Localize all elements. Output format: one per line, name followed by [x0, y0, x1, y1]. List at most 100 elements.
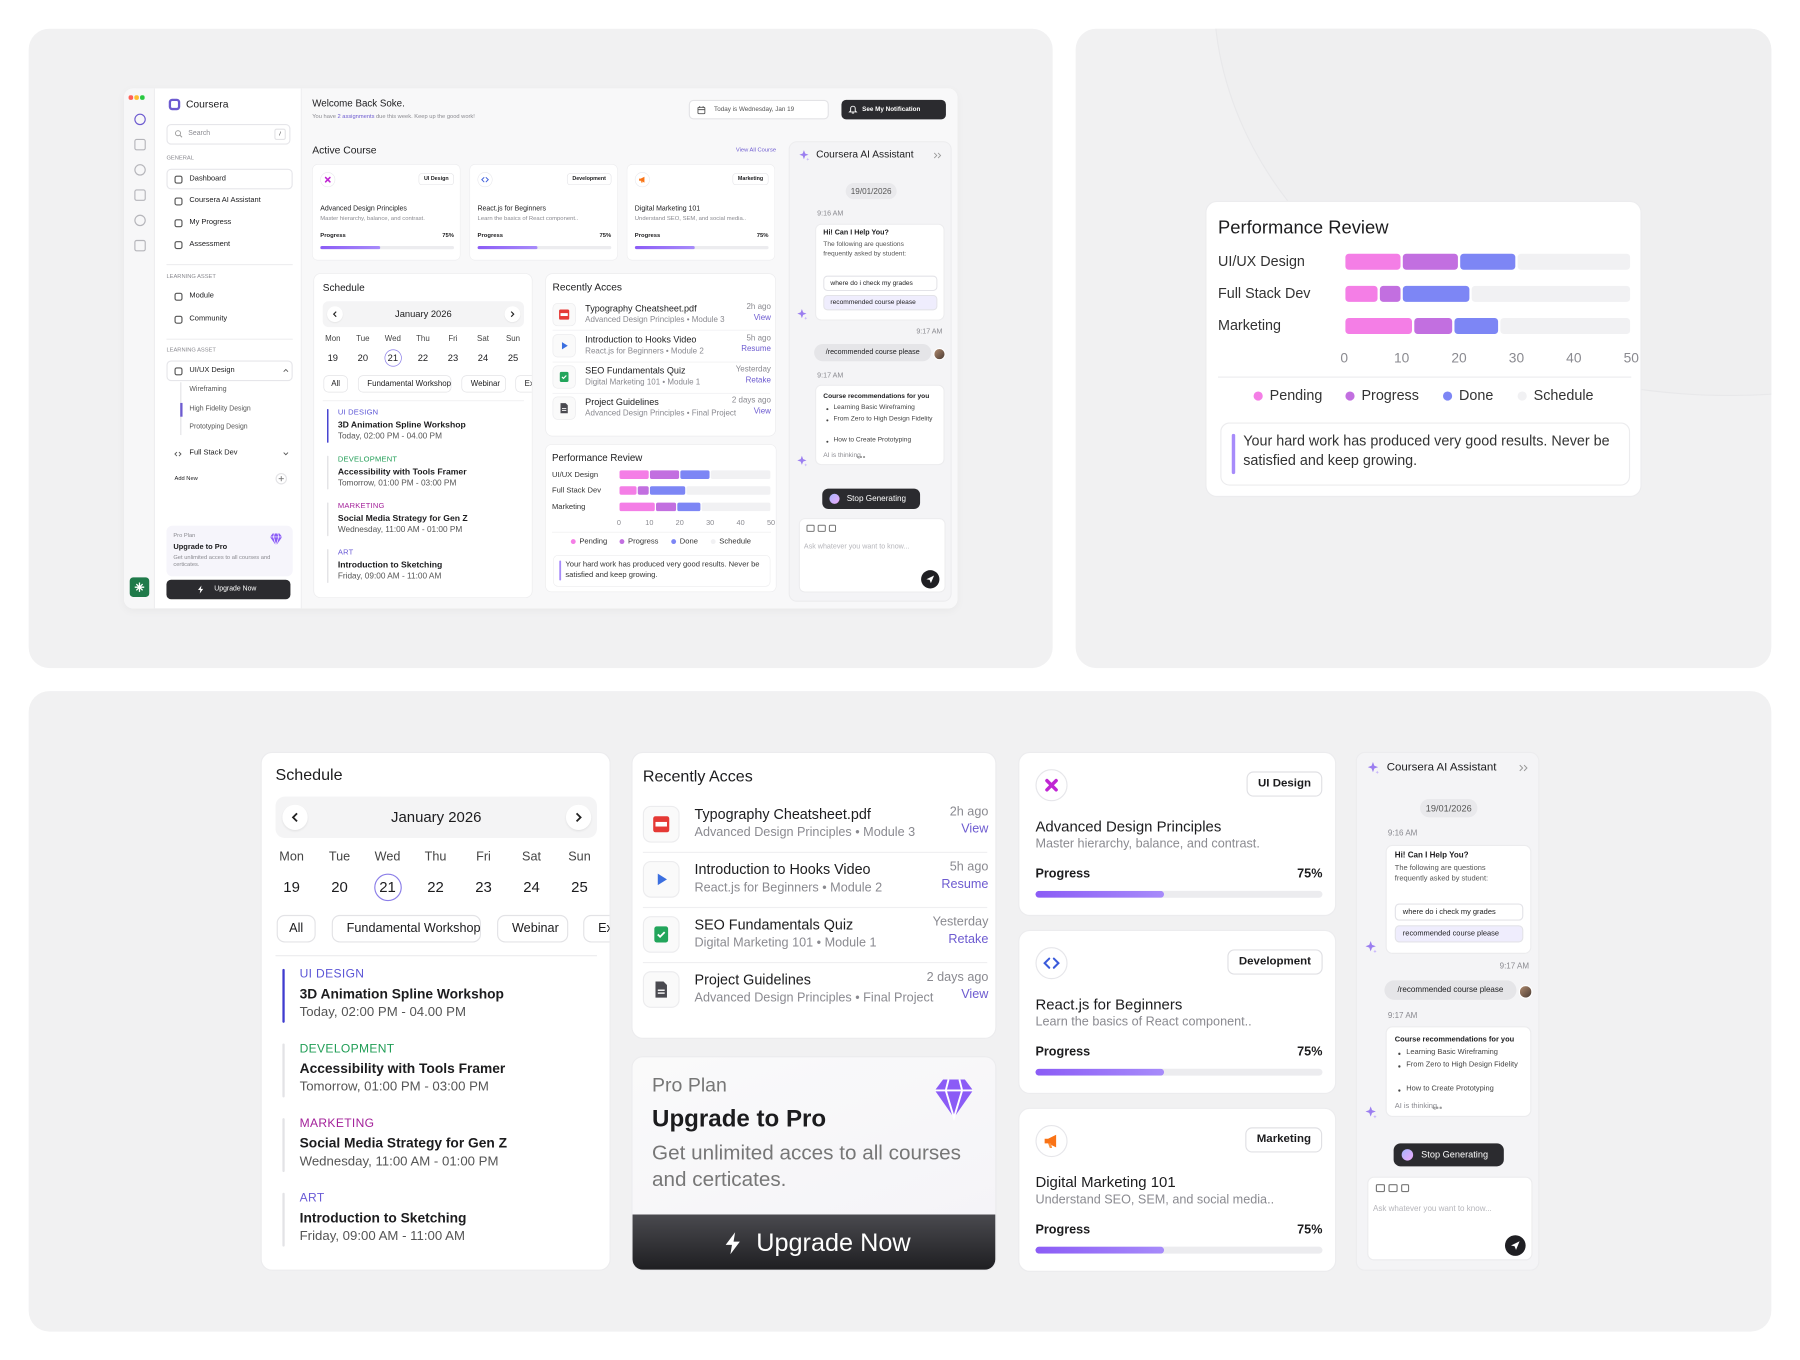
- icon-part: [655, 821, 667, 827]
- item-time: 5h ago: [949, 860, 989, 875]
- item-action[interactable]: View: [961, 822, 989, 837]
- x-tick-label: 10: [1393, 349, 1410, 366]
- event-line: [282, 1192, 285, 1247]
- day[interactable]: 19: [327, 352, 338, 364]
- next-month[interactable]: [504, 306, 521, 323]
- day[interactable]: 21: [379, 878, 396, 896]
- item-subtitle: Advanced Design Principles • Module 3: [585, 315, 725, 325]
- item-action[interactable]: View: [753, 313, 771, 322]
- nav-item[interactable]: My Progress: [189, 218, 232, 227]
- course-title: React.js for Beginners: [1035, 995, 1183, 1013]
- filter-chip[interactable]: Exa: [515, 375, 532, 393]
- rail-icon[interactable]: [134, 189, 146, 201]
- item-action[interactable]: Resume: [741, 344, 771, 354]
- event-category: UI DESIGN: [299, 967, 365, 982]
- stop-button[interactable]: Stop Generating: [822, 488, 921, 509]
- day[interactable]: 21: [387, 352, 399, 364]
- course-glyph: [1045, 778, 1058, 792]
- icon-part: [1044, 1134, 1057, 1148]
- stop-label: Stop Generating: [846, 493, 907, 504]
- view-all[interactable]: View All Course: [735, 146, 777, 154]
- rail-icon[interactable]: [134, 164, 146, 176]
- bullet: [1398, 1088, 1401, 1092]
- bar-segment: [1471, 285, 1631, 302]
- day[interactable]: 20: [331, 878, 348, 896]
- filter-chip[interactable]: Webinar: [497, 914, 569, 943]
- progress-fill: [320, 245, 381, 250]
- prev-month[interactable]: [282, 804, 308, 830]
- upgrade-button[interactable]: Upgrade Now: [166, 579, 291, 600]
- weekday: Tue: [328, 849, 351, 864]
- item-action[interactable]: View: [753, 407, 771, 416]
- next-month[interactable]: [565, 804, 592, 830]
- nav-item[interactable]: Full Stack Dev: [189, 448, 238, 458]
- spark-icon: [1365, 1106, 1377, 1119]
- today: Today is Wednesday, Jan 19: [714, 106, 795, 114]
- nav-item[interactable]: Module: [189, 291, 214, 300]
- upgrade-button[interactable]: Upgrade Now: [632, 1214, 996, 1270]
- item-action[interactable]: Retake: [948, 932, 989, 947]
- nav-item[interactable]: Dashboard: [189, 174, 226, 183]
- stop-button[interactable]: Stop Generating: [1393, 1143, 1504, 1167]
- notification-button[interactable]: See My Notification: [841, 99, 946, 120]
- item-action[interactable]: View: [961, 987, 989, 1002]
- filter-chip[interactable]: Fundamental Workshop: [331, 914, 481, 943]
- item-action[interactable]: Retake: [745, 375, 771, 385]
- legend-label: Pending: [579, 537, 608, 546]
- day[interactable]: 23: [447, 352, 459, 364]
- filter-chip[interactable]: All: [323, 375, 348, 393]
- nav-item[interactable]: UI/UX Design: [189, 366, 235, 375]
- rail-icon[interactable]: [134, 214, 146, 227]
- filter-chip[interactable]: Exa: [583, 914, 610, 943]
- day[interactable]: 24: [477, 352, 489, 364]
- day[interactable]: 19: [283, 878, 300, 896]
- bullet: [826, 408, 829, 411]
- divider: [642, 851, 988, 853]
- day[interactable]: 23: [475, 878, 492, 896]
- assistant-title: Coursera AI Assistant: [1386, 761, 1497, 774]
- day[interactable]: 25: [507, 352, 519, 364]
- nav-item[interactable]: Coursera AI Assistant: [189, 196, 261, 205]
- rail-icon[interactable]: [134, 138, 146, 151]
- add-button[interactable]: [275, 472, 287, 485]
- day[interactable]: 22: [417, 352, 429, 364]
- rail-icon[interactable]: [134, 239, 146, 252]
- progress-fill: [477, 245, 538, 250]
- nav-subitem[interactable]: Wireframing: [189, 386, 227, 394]
- item-icon: [561, 342, 568, 350]
- event-time: Wednesday, 11:00 AM - 01:00 PM: [299, 1154, 499, 1169]
- day[interactable]: 24: [523, 878, 540, 896]
- prev-month[interactable]: [327, 306, 343, 323]
- day[interactable]: 22: [427, 878, 444, 896]
- course-description: Master hierarchy, balance, and contrast.: [1035, 837, 1260, 852]
- suggestion[interactable]: where do i check my grades: [1394, 903, 1524, 921]
- suggestion[interactable]: where do i check my grades: [823, 275, 938, 291]
- suggestion[interactable]: recommended course please: [823, 295, 938, 311]
- icon-part: [797, 455, 807, 465]
- bar-segment: [1402, 253, 1458, 270]
- avatar: [1518, 984, 1533, 999]
- rail-icon[interactable]: [134, 113, 146, 126]
- bar-segment: [649, 470, 680, 479]
- search-box[interactable]: [166, 123, 291, 145]
- filter-chip[interactable]: Fundamental Workshop: [357, 375, 452, 393]
- bar-segment: [649, 486, 686, 495]
- item-action[interactable]: Resume: [941, 877, 989, 892]
- nav-item[interactable]: Assessment: [189, 240, 231, 249]
- progress-value: 75%: [1297, 867, 1323, 881]
- chart-title: Performance Review: [551, 452, 643, 464]
- nav-subitem[interactable]: Prototyping Design: [189, 424, 248, 431]
- nav-item[interactable]: Community: [189, 314, 228, 323]
- divider: [166, 264, 293, 266]
- add-new[interactable]: Add New: [174, 475, 198, 483]
- nav-icon: [174, 240, 183, 249]
- category-label: Full Stack Dev: [551, 486, 602, 495]
- suggestion[interactable]: recommended course please: [1394, 925, 1524, 943]
- nav-subitem[interactable]: High Fidelity Design: [189, 405, 251, 413]
- day[interactable]: 25: [571, 878, 588, 896]
- day[interactable]: 20: [357, 352, 369, 364]
- filter-chip[interactable]: All: [276, 914, 316, 943]
- icon-part: [481, 177, 489, 183]
- filter-chip[interactable]: Webinar: [461, 375, 506, 393]
